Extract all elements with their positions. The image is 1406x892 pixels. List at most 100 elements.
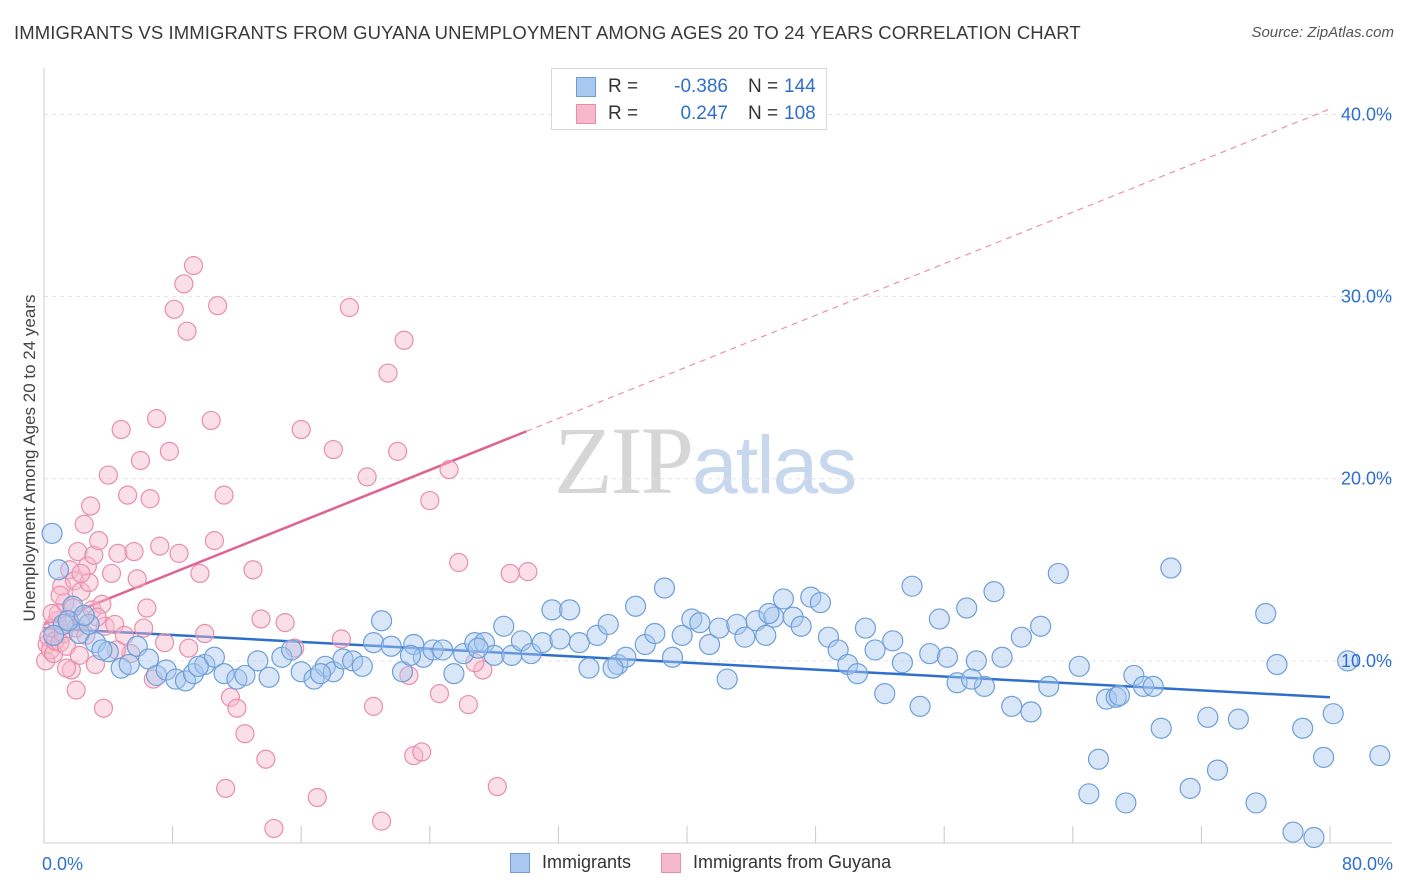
data-point-guyana <box>264 818 284 839</box>
data-point-immigrants <box>57 610 79 632</box>
data-point-guyana <box>84 545 104 565</box>
axes <box>43 68 1392 844</box>
legend-r-label: R = <box>608 103 639 124</box>
data-point-immigrants <box>258 666 280 688</box>
data-point-immigrants <box>755 624 777 646</box>
data-point-guyana <box>251 609 271 629</box>
data-point-immigrants <box>882 630 904 652</box>
data-point-immigrants <box>91 639 113 661</box>
data-point-guyana <box>518 562 538 582</box>
legend-item-guyana[interactable]: Immigrants from Guyana <box>661 852 891 873</box>
data-point-immigrants <box>1245 792 1267 814</box>
data-point-guyana <box>77 556 98 576</box>
data-point-immigrants <box>854 617 877 639</box>
data-point-guyana <box>92 594 112 614</box>
data-point-guyana <box>412 742 432 762</box>
data-point-guyana <box>69 645 89 665</box>
data-point-guyana <box>429 684 450 704</box>
tick-labels: 10.0% 20.0% 30.0% 40.0% 0.0% 80.0% <box>42 104 1393 874</box>
data-point-immigrants <box>362 632 385 654</box>
legend-swatch-guyana <box>661 852 682 873</box>
data-point-immigrants <box>1206 759 1229 781</box>
data-point-guyana <box>164 299 184 319</box>
data-point-immigrants <box>809 591 832 614</box>
data-point-immigrants <box>118 653 140 676</box>
data-point-immigrants <box>213 663 235 685</box>
data-point-immigrants <box>568 632 590 654</box>
data-point-immigrants <box>891 652 914 674</box>
data-point-guyana <box>150 536 170 556</box>
data-point-immigrants <box>790 615 812 637</box>
legend-row-guyana: R = 0.247 N = 108 <box>576 100 816 128</box>
data-point-guyana <box>127 569 147 589</box>
data-point-guyana <box>399 665 419 686</box>
data-point-immigrants <box>203 646 225 668</box>
data-point-guyana <box>500 563 520 584</box>
data-point-immigrants <box>1322 703 1344 725</box>
y-tick-label: 30.0% <box>1341 287 1392 307</box>
data-point-immigrants <box>901 575 923 597</box>
data-point-immigrants <box>782 606 804 628</box>
y-axis-label: Unemployment Among Ages 20 to 24 years <box>20 294 39 622</box>
data-point-guyana <box>227 698 247 718</box>
data-point-immigrants <box>187 655 209 677</box>
data-point-immigrants <box>644 622 666 645</box>
data-point-immigrants <box>671 624 693 646</box>
data-point-guyana <box>216 778 236 798</box>
grid-lines <box>44 113 1392 662</box>
watermark-zip: ZIP <box>554 407 694 514</box>
data-point-immigrants <box>973 675 995 697</box>
data-point-guyana <box>101 563 122 584</box>
data-point-guyana <box>275 613 295 633</box>
data-point-guyana <box>146 409 167 429</box>
data-point-immigrants <box>1001 695 1023 717</box>
data-point-guyana <box>204 531 224 551</box>
data-point-guyana <box>179 638 199 658</box>
data-point-immigrants <box>432 639 454 661</box>
legend-item-immigrants[interactable]: Immigrants <box>510 852 631 873</box>
data-point-immigrants <box>846 663 868 685</box>
legend-r-value: -0.386 <box>674 76 728 97</box>
data-point-guyana <box>220 687 241 707</box>
data-point-guyana <box>169 543 189 563</box>
data-point-immigrants <box>43 624 65 646</box>
data-point-guyana <box>74 514 94 534</box>
data-point-immigrants <box>1020 701 1042 723</box>
data-point-guyana <box>256 749 276 769</box>
legend-swatch-guyana <box>576 104 596 124</box>
data-point-guyana <box>124 541 144 562</box>
data-point-guyana <box>190 563 210 584</box>
data-point-guyana <box>98 465 118 485</box>
data-point-immigrants <box>965 650 987 672</box>
data-point-immigrants <box>874 683 896 705</box>
data-point-guyana <box>137 598 157 618</box>
x-tick-label: 0.0% <box>42 854 83 874</box>
data-point-immigrants <box>342 650 364 672</box>
data-point-immigrants <box>467 637 489 659</box>
data-point-guyana <box>71 563 91 584</box>
data-point-immigrants <box>1197 706 1219 728</box>
trend-lines <box>43 108 1331 699</box>
data-point-immigrants <box>1227 708 1249 730</box>
legend-n-label: N = <box>748 103 779 124</box>
legend-r-value: 0.247 <box>680 103 728 124</box>
data-point-guyana <box>64 571 85 591</box>
data-point-immigrants <box>734 626 756 648</box>
data-point-guyana <box>449 552 469 573</box>
data-point-guyana <box>458 694 478 715</box>
data-point-immigrants <box>653 577 676 599</box>
data-point-immigrants <box>1282 821 1304 843</box>
y-tick-label: 40.0% <box>1341 104 1392 124</box>
data-point-immigrants <box>800 586 822 608</box>
trend-line-guyana-extension <box>526 108 1331 432</box>
data-point-immigrants <box>1255 602 1277 625</box>
trend-line-guyana <box>43 430 527 626</box>
y-tick-label: 10.0% <box>1341 651 1392 671</box>
data-point-immigrants <box>960 668 983 690</box>
data-point-immigrants <box>1105 686 1127 708</box>
data-point-guyana <box>195 623 215 644</box>
data-point-immigrants <box>1142 675 1164 697</box>
data-point-immigrants <box>716 668 738 690</box>
data-point-guyana <box>105 614 125 635</box>
data-point-immigrants <box>919 642 941 665</box>
